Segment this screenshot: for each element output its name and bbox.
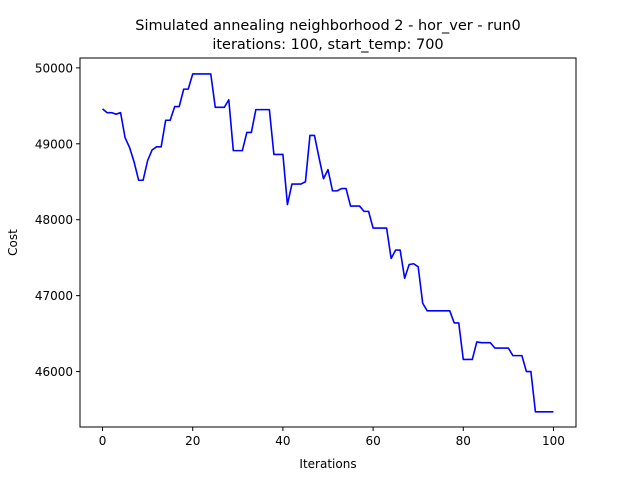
x-tick-label: 60: [365, 434, 380, 448]
x-tick-label: 40: [275, 434, 290, 448]
y-tick-label: 48000: [35, 213, 73, 227]
y-tick-label: 46000: [35, 365, 73, 379]
y-tick-label: 47000: [35, 289, 73, 303]
chart-subtitle: iterations: 100, start_temp: 700: [212, 37, 443, 53]
y-tick-label: 49000: [35, 137, 73, 151]
y-tick-label: 50000: [35, 61, 73, 75]
chart-title: Simulated annealing neighborhood 2 - hor…: [135, 18, 521, 34]
x-tick-label: 0: [99, 434, 107, 448]
x-tick-label: 80: [456, 434, 471, 448]
plot-area-frame: [79, 57, 577, 428]
x-tick-label: 20: [185, 434, 200, 448]
y-axis-ticks: 46000 47000 48000 49000 50000: [35, 61, 80, 379]
y-axis-label: Cost: [6, 229, 20, 256]
x-axis-label: Iterations: [299, 457, 356, 471]
x-tick-label: 100: [542, 434, 565, 448]
cost-series-line: [102, 73, 554, 413]
x-axis-ticks: 0 20 40 60 80 100: [99, 427, 565, 448]
